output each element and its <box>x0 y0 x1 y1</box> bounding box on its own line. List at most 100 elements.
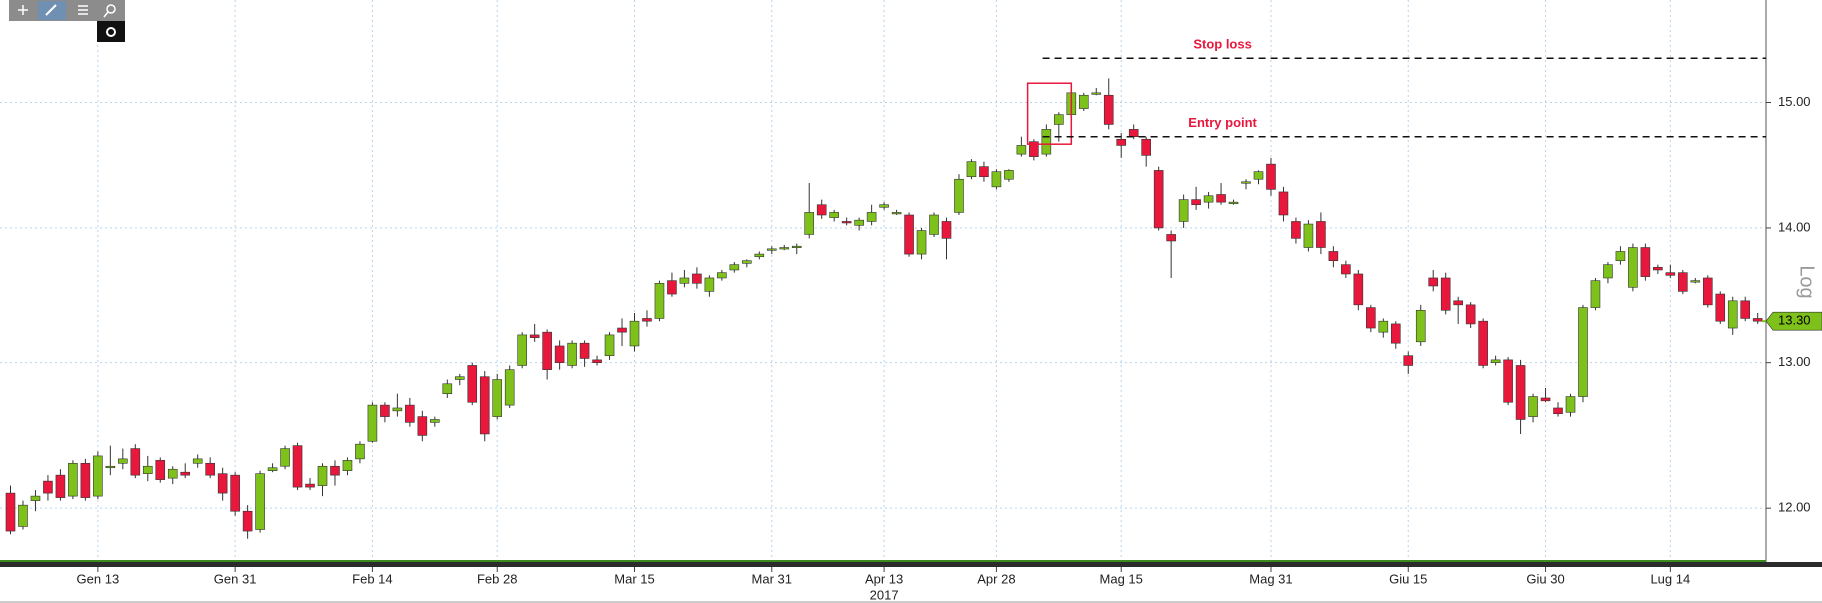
candle-body <box>230 474 240 512</box>
candle-body <box>829 212 839 218</box>
candle-body <box>1503 359 1513 403</box>
candle-body <box>1366 307 1376 329</box>
tool-zoom-handle <box>103 11 109 18</box>
candle-body <box>380 404 390 417</box>
candle-body <box>1128 129 1139 138</box>
x-axis-strip <box>0 567 1822 603</box>
candle-body <box>405 404 415 423</box>
toolbar[interactable] <box>9 0 125 42</box>
candle-body <box>1578 307 1588 397</box>
candle-body <box>754 253 765 258</box>
candle-body <box>1341 264 1351 275</box>
candle-body <box>467 365 478 403</box>
candle-body <box>1054 114 1064 125</box>
candle-body <box>1590 280 1601 308</box>
candle-body <box>1428 277 1439 287</box>
candle-body <box>554 345 565 363</box>
candle-body <box>1628 247 1638 288</box>
candle-body <box>1016 145 1027 155</box>
candle-body <box>916 230 927 255</box>
candle-body <box>342 460 353 471</box>
last-price-label: 13.30 <box>1778 313 1811 328</box>
candle-body <box>1153 170 1164 229</box>
candle-body <box>791 245 802 249</box>
candle-body <box>1029 141 1039 157</box>
candle-body <box>1328 251 1339 261</box>
candle-body <box>267 467 278 471</box>
candle-body <box>118 458 128 464</box>
y-tick-label: 14.00 <box>1778 219 1811 234</box>
candle-body <box>1515 365 1526 420</box>
candle-body <box>317 465 328 486</box>
candle-body <box>1091 92 1102 95</box>
tool-list[interactable] <box>78 5 88 15</box>
candle-body <box>292 445 303 488</box>
candle-body <box>105 465 116 469</box>
candle-body <box>255 473 265 530</box>
candle-body <box>592 359 602 363</box>
candle-body <box>954 178 964 213</box>
tool-crosshair[interactable] <box>18 5 28 15</box>
candle-body <box>5 492 16 532</box>
candle-body <box>1178 199 1189 222</box>
candle-body <box>1565 396 1576 413</box>
x-tick-label: Lug 14 <box>1650 571 1690 586</box>
candle-body <box>1540 397 1551 402</box>
candle-body <box>1004 170 1014 180</box>
candle-body <box>68 462 78 497</box>
candle-body <box>504 369 515 406</box>
x-axis-band <box>0 562 1822 567</box>
tool-draw[interactable] <box>38 1 66 20</box>
x-tick-label: Feb 14 <box>352 571 392 586</box>
candle-body <box>1640 247 1651 277</box>
candle-body <box>1166 234 1176 242</box>
candle-body <box>1390 323 1401 344</box>
candle-body <box>93 455 103 497</box>
x-tick-label: Giu 30 <box>1526 571 1564 586</box>
candle-body <box>866 212 877 222</box>
candle-body <box>816 204 827 216</box>
candle-body <box>192 458 203 464</box>
tool-line-icon <box>45 4 57 16</box>
candle-body <box>1665 272 1676 276</box>
candle-body <box>1678 272 1688 292</box>
candle-body <box>654 283 665 319</box>
tool-options[interactable] <box>97 21 125 42</box>
candle-body <box>1690 280 1701 283</box>
candle-body <box>1453 300 1463 306</box>
candle-body <box>1702 277 1713 306</box>
candle-body <box>1528 396 1538 417</box>
candle-body <box>242 510 253 532</box>
x-tick-label: Giu 15 <box>1389 571 1427 586</box>
highlight-box <box>1026 82 1073 145</box>
candle-body <box>180 471 191 476</box>
candle-body <box>1266 163 1276 190</box>
candle-body <box>766 248 777 251</box>
candle-body <box>729 264 740 271</box>
candle-body <box>1141 138 1151 156</box>
x-axis-band-accent <box>0 560 1766 562</box>
x-tick-label: Apr 28 <box>977 571 1015 586</box>
candle-body <box>579 342 590 359</box>
candle-body <box>642 318 652 322</box>
candle-body <box>941 221 952 239</box>
x-tick-label: Mag 31 <box>1249 571 1292 586</box>
candle-body <box>155 460 166 480</box>
candle-body <box>1116 138 1127 146</box>
x-tick-label: Mar 15 <box>614 571 654 586</box>
candle-body <box>1403 355 1414 366</box>
tool-zoom[interactable] <box>106 4 116 14</box>
x-tick-label: Feb 28 <box>477 571 517 586</box>
candle-body <box>492 379 503 417</box>
candle-body <box>1316 221 1326 248</box>
candle-body <box>1278 191 1289 216</box>
candle-body <box>1203 195 1214 203</box>
candle-body <box>1216 194 1226 203</box>
candle-body <box>1103 94 1114 125</box>
candle-body <box>991 171 1002 188</box>
candle-body <box>205 462 215 476</box>
x-tick-label: Gen 13 <box>77 571 120 586</box>
candle-body <box>1727 300 1738 329</box>
candle-body <box>567 342 577 366</box>
